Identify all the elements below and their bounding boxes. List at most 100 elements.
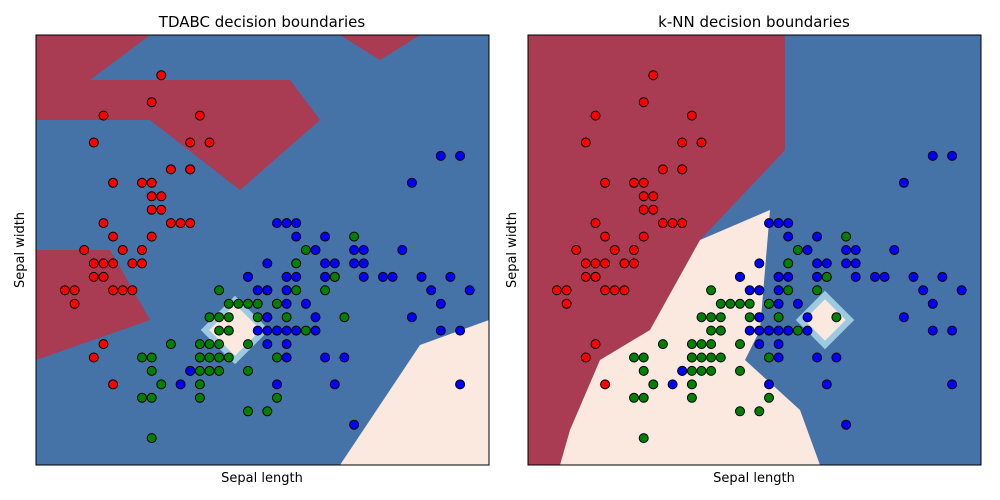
knn-red-point <box>638 97 649 108</box>
knn-red-point <box>600 379 611 390</box>
knn-blue-point <box>821 258 832 269</box>
knn-blue-point <box>773 325 784 336</box>
tdabc-blue-point <box>291 231 302 242</box>
tdabc-blue-point <box>349 419 360 430</box>
tdabc-green-point <box>194 339 205 350</box>
knn-green-point <box>629 392 639 403</box>
tdabc-green-point <box>243 406 253 417</box>
knn-green-point <box>696 365 707 376</box>
knn-green-point <box>764 392 774 403</box>
knn-red-point <box>580 271 591 282</box>
knn-red-point <box>580 137 591 148</box>
knn-red-point <box>571 245 582 255</box>
tdabc-green-point <box>194 379 205 390</box>
tdabc-green-point <box>243 365 253 376</box>
tdabc-blue-point <box>281 298 292 309</box>
tdabc-blue-point <box>175 379 186 390</box>
tdabc-red-point <box>108 231 119 242</box>
knn-blue-point <box>773 352 784 363</box>
tdabc-blue-point <box>320 352 331 363</box>
tdabc-red-point <box>146 97 157 108</box>
knn-green-point <box>715 298 726 309</box>
tdabc-blue-point <box>406 177 417 188</box>
knn-red-point <box>600 177 611 188</box>
knn-red-point <box>667 218 678 229</box>
knn-red-region <box>528 35 785 465</box>
knn-green-point <box>657 339 668 350</box>
knn-green-point <box>638 433 649 444</box>
tdabc-green-point <box>223 312 234 323</box>
knn-blue-point <box>841 245 852 255</box>
tdabc-blue-point <box>406 312 417 323</box>
tdabc-blue-point <box>435 298 446 309</box>
knn-green-point <box>648 379 659 390</box>
tdabc-blue-point <box>426 285 437 296</box>
knn-red-point <box>677 218 688 229</box>
knn-blue-point <box>927 298 938 309</box>
knn-blue-point <box>754 258 765 269</box>
tdabc-green-point <box>272 298 282 309</box>
tdabc-blue-point <box>329 379 340 390</box>
knn-blue-point <box>879 271 890 282</box>
knn-green-point <box>706 352 717 363</box>
tdabc-green-point <box>146 433 157 444</box>
tdabc-blue-point <box>262 325 273 336</box>
tdabc-red-region-left <box>36 250 150 360</box>
tdabc-blue-point <box>243 271 253 282</box>
tdabc-points <box>59 70 475 444</box>
tdabc-blue-point <box>339 352 350 363</box>
knn-green-point <box>706 365 717 376</box>
knn-blue-point <box>870 271 880 282</box>
tdabc-red-point <box>88 137 99 148</box>
tdabc-blue-point <box>310 312 321 323</box>
knn-blue-point <box>792 298 803 309</box>
knn-red-point <box>561 285 572 296</box>
tdabc-panel: TDABC decision boundaries Sepal length S… <box>13 13 490 486</box>
tdabc-blue-point <box>252 285 263 296</box>
knn-red-point <box>677 137 688 148</box>
tdabc-green-point <box>165 339 176 350</box>
knn-red-point <box>590 218 601 229</box>
knn-axes-frame <box>527 34 982 466</box>
tdabc-green-point <box>300 245 311 255</box>
tdabc-red-point <box>108 177 119 188</box>
tdabc-blue-point <box>300 298 311 309</box>
tdabc-green-point <box>243 298 253 309</box>
tdabc-green-point <box>204 312 215 323</box>
tdabc-green-point <box>349 231 360 242</box>
tdabc-blue-point <box>291 271 302 282</box>
knn-red-point <box>551 285 562 296</box>
knn-blue-point <box>889 245 900 255</box>
tdabc-red-point <box>175 218 186 229</box>
knn-green-point <box>715 352 726 363</box>
knn-red-point <box>609 245 620 255</box>
knn-decision-regions <box>528 35 981 465</box>
knn-blue-point <box>850 258 861 269</box>
knn-blue-point <box>764 379 774 390</box>
tdabc-red-point <box>146 191 157 202</box>
tdabc-green-point <box>146 392 157 403</box>
tdabc-blue-point <box>272 325 282 336</box>
knn-red-point <box>619 258 630 269</box>
tdabc-light-region <box>340 320 489 465</box>
knn-blue-point <box>754 325 765 336</box>
tdabc-green-point <box>214 325 225 336</box>
knn-red-point <box>600 285 611 296</box>
knn-blue-point <box>850 245 861 255</box>
tdabc-green-point <box>214 352 225 363</box>
tdabc-green-point <box>281 312 292 323</box>
tdabc-green-point <box>137 392 147 403</box>
tdabc-green-point <box>194 392 205 403</box>
tdabc-red-point <box>88 271 99 282</box>
tdabc-green-point <box>272 352 282 363</box>
knn-red-point <box>590 110 601 121</box>
knn-blue-point <box>937 271 948 282</box>
knn-red-point <box>696 137 707 148</box>
knn-blue-point <box>754 312 765 323</box>
knn-blue-point <box>677 365 688 376</box>
knn-green-point <box>841 231 852 242</box>
knn-red-point <box>629 177 639 188</box>
knn-red-point <box>561 298 572 309</box>
tdabc-red-point <box>204 137 215 148</box>
